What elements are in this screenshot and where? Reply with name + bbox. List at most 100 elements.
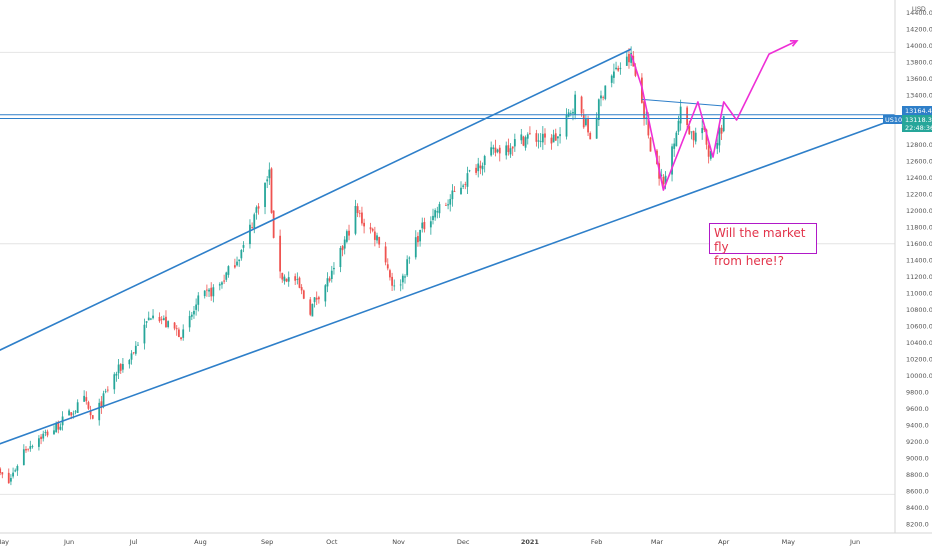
candle-body-down bbox=[453, 191, 456, 192]
lower-channel-line bbox=[0, 109, 920, 445]
time-tick-label: Feb bbox=[591, 538, 603, 546]
candle-body-down bbox=[257, 206, 260, 209]
candle-body-up bbox=[585, 119, 587, 126]
price-tick-label: 13400.0 bbox=[906, 91, 932, 99]
candle-body-down bbox=[589, 132, 592, 140]
candle-body-up bbox=[190, 314, 193, 317]
candle-body-down bbox=[369, 227, 372, 230]
candle-body-down bbox=[511, 146, 514, 149]
candle-body-up bbox=[393, 285, 396, 287]
candle-body-up bbox=[296, 279, 299, 280]
time-tick-label: Apr bbox=[718, 538, 730, 546]
candle-body-up bbox=[414, 237, 417, 258]
candle-body-down bbox=[628, 53, 630, 63]
candle-body-down bbox=[272, 210, 275, 238]
price-tick-label: 8400.0 bbox=[906, 504, 929, 512]
candle-body-up bbox=[38, 438, 40, 447]
candle-body-down bbox=[348, 230, 350, 236]
candle-body-up bbox=[460, 187, 462, 195]
candle-body-up bbox=[253, 214, 256, 229]
candle-body-up bbox=[42, 433, 45, 439]
candle-body-up bbox=[14, 470, 17, 472]
currency-label: USD bbox=[912, 6, 926, 13]
candle-body-up bbox=[145, 321, 148, 323]
candle-body-up bbox=[404, 276, 406, 278]
price-tags: 13164.4 US100 13118.3 22:48:36 bbox=[883, 106, 932, 132]
candle-body-up bbox=[572, 111, 574, 114]
candle-body-up bbox=[59, 426, 62, 430]
candle-body-down bbox=[315, 297, 318, 300]
annotation-box[interactable]: Will the market fly from here!? bbox=[709, 223, 817, 268]
candle-body-up bbox=[709, 150, 712, 159]
candle-body-up bbox=[660, 174, 663, 177]
candle-body-up bbox=[434, 210, 437, 218]
price-tick-label: 9200.0 bbox=[906, 438, 929, 446]
time-tick-label: Jun bbox=[63, 538, 74, 546]
price-tick-label: 14000.0 bbox=[906, 42, 932, 50]
candle-body-down bbox=[119, 363, 122, 371]
candle-body-down bbox=[445, 205, 447, 206]
candle-body-down bbox=[587, 117, 589, 133]
candle-body-up bbox=[612, 71, 615, 78]
candle-body-down bbox=[634, 66, 637, 76]
candle-body-up bbox=[630, 53, 633, 63]
candle-body-up bbox=[401, 275, 404, 283]
candle-body-up bbox=[619, 67, 622, 69]
candle-body-up bbox=[147, 317, 150, 321]
time-tick-label: Dec bbox=[457, 538, 470, 546]
price-tick-label: 10600.0 bbox=[906, 322, 932, 330]
candle-body-up bbox=[671, 146, 673, 175]
candle-body-down bbox=[647, 115, 650, 136]
candle-body-up bbox=[152, 315, 154, 319]
candle-body-up bbox=[600, 95, 602, 99]
candle-body-down bbox=[57, 421, 60, 430]
candle-body-down bbox=[294, 276, 297, 281]
candle-body-up bbox=[451, 190, 454, 200]
candle-body-down bbox=[529, 133, 531, 135]
candle-body-up bbox=[604, 85, 607, 99]
candle-body-up bbox=[115, 373, 118, 376]
candle-body-up bbox=[29, 446, 32, 449]
candle-body-down bbox=[91, 415, 94, 419]
candle-body-down bbox=[649, 137, 652, 152]
candle-body-down bbox=[358, 212, 361, 214]
symbol-tag-label: US100 bbox=[885, 116, 906, 124]
candle-body-down bbox=[341, 246, 344, 251]
candle-body-down bbox=[328, 278, 331, 281]
price-tick-label: 12600.0 bbox=[906, 157, 932, 165]
drawings-layer bbox=[0, 40, 920, 445]
candle-body-up bbox=[449, 198, 452, 205]
candle-body-down bbox=[507, 145, 510, 153]
price-tick-label: 12800.0 bbox=[906, 141, 932, 149]
candle-body-down bbox=[279, 235, 282, 272]
candle-body-up bbox=[462, 185, 465, 187]
candle-body-down bbox=[643, 101, 645, 119]
time-tick-label: May bbox=[782, 538, 796, 546]
candle-body-down bbox=[582, 114, 585, 128]
candle-body-up bbox=[53, 430, 55, 435]
candle-body-up bbox=[557, 136, 559, 139]
candle-body-up bbox=[326, 278, 329, 287]
candle-body-down bbox=[662, 176, 665, 185]
candle-body-up bbox=[225, 272, 228, 280]
candle-body-up bbox=[559, 134, 561, 137]
candle-body-up bbox=[227, 266, 230, 275]
candle-body-up bbox=[490, 147, 493, 156]
candle-body-down bbox=[373, 231, 376, 240]
price-tick-label: 12000.0 bbox=[906, 207, 932, 215]
candle-body-up bbox=[537, 140, 540, 142]
time-axis[interactable]: May Jun Jul Aug Sep Oct Nov Dec 2021 Feb Mar Apr May… bbox=[0, 538, 860, 546]
candle-body-down bbox=[1, 472, 4, 475]
price-tick-label: 9600.0 bbox=[906, 405, 929, 413]
candle-body-down bbox=[309, 299, 312, 315]
candle-body-up bbox=[354, 205, 357, 234]
candle-body-up bbox=[595, 117, 598, 139]
candle-body-up bbox=[419, 229, 421, 242]
candle-body-up bbox=[208, 289, 210, 292]
price-tick-label: 11800.0 bbox=[906, 223, 932, 231]
time-tick-label: Mar bbox=[651, 538, 664, 546]
candle-body-up bbox=[526, 134, 529, 139]
candle-body-down bbox=[46, 431, 49, 436]
candle-body-down bbox=[25, 449, 27, 451]
